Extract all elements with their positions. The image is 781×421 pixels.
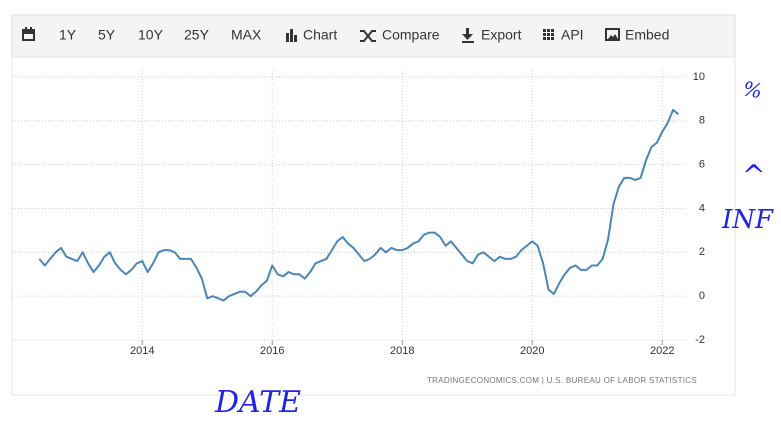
y-tick-label: -2 (695, 334, 705, 346)
export-icon[interactable] (462, 28, 474, 43)
y-tick-label: 0 (699, 290, 705, 302)
chart-frame (11, 56, 736, 396)
source-label: TRADINGECONOMICS.COM | U.S. BUREAU OF LA… (427, 376, 697, 385)
y-tick-label: 2 (699, 246, 705, 258)
x-tick-label: 2014 (130, 345, 154, 357)
range-button[interactable]: MAX (231, 27, 262, 43)
y-tick-label: 8 (699, 115, 705, 127)
calendar-icon[interactable] (22, 27, 35, 41)
toolbar-button[interactable]: API (561, 27, 584, 43)
chart-icon[interactable] (286, 29, 297, 42)
range-button[interactable]: 10Y (138, 27, 164, 43)
api-icon[interactable] (543, 29, 554, 40)
x-tick-label: 2020 (520, 345, 544, 357)
x-tick-label: 2016 (260, 345, 284, 357)
toolbar-button[interactable]: Export (481, 27, 522, 43)
handwritten-note: INF (721, 205, 774, 235)
range-button[interactable]: 25Y (184, 27, 210, 43)
handwritten-note: DATE (214, 385, 301, 420)
data-line (38, 108, 680, 302)
compare-icon[interactable] (360, 30, 376, 42)
y-tick-label: 4 (699, 202, 705, 214)
handwritten-note: % (741, 76, 764, 103)
y-tick-label: 6 (699, 159, 705, 171)
x-tick-label: 2018 (390, 345, 414, 357)
toolbar-button[interactable]: Chart (303, 27, 337, 43)
embed-icon[interactable] (605, 28, 620, 41)
x-tick-label: 2022 (650, 345, 674, 357)
range-button[interactable]: 1Y (59, 27, 77, 43)
handwritten-note: ^ (742, 159, 765, 192)
y-tick-label: 10 (693, 71, 705, 83)
range-button[interactable]: 5Y (98, 27, 116, 43)
toolbar-button[interactable]: Embed (625, 27, 669, 43)
toolbar-button[interactable]: Compare (382, 27, 440, 43)
